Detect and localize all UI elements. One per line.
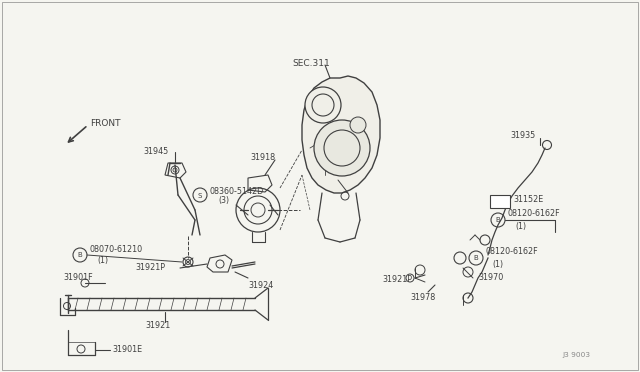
Text: 31935: 31935 xyxy=(510,131,535,140)
Text: 31978: 31978 xyxy=(410,294,435,302)
Text: 31921: 31921 xyxy=(145,321,170,330)
Text: 31921P: 31921P xyxy=(382,276,412,285)
Text: 08120-6162F: 08120-6162F xyxy=(485,247,538,257)
Circle shape xyxy=(350,117,366,133)
Text: B: B xyxy=(495,217,500,223)
Text: 31921P: 31921P xyxy=(135,263,165,273)
Text: 31924: 31924 xyxy=(248,280,273,289)
Circle shape xyxy=(305,87,341,123)
Text: FRONT: FRONT xyxy=(90,119,120,128)
Text: J3 9003: J3 9003 xyxy=(562,352,590,358)
Text: 31901E: 31901E xyxy=(112,344,142,353)
Text: 08120-6162F: 08120-6162F xyxy=(508,208,561,218)
Text: S: S xyxy=(198,193,202,199)
Bar xyxy=(316,148,338,176)
Text: 31901F: 31901F xyxy=(63,273,93,282)
Text: B: B xyxy=(77,252,83,258)
Text: B: B xyxy=(474,255,478,261)
Text: (3): (3) xyxy=(218,196,229,205)
Polygon shape xyxy=(490,195,510,208)
Text: 31945: 31945 xyxy=(143,147,168,155)
Text: (1): (1) xyxy=(515,221,526,231)
Text: (1): (1) xyxy=(492,260,503,269)
Text: SEC.311: SEC.311 xyxy=(292,58,330,67)
Text: 31918: 31918 xyxy=(250,153,275,161)
Text: 08360-5142D: 08360-5142D xyxy=(209,186,263,196)
Text: 31152E: 31152E xyxy=(513,196,543,205)
Circle shape xyxy=(314,120,370,176)
Polygon shape xyxy=(302,76,380,193)
Text: (1): (1) xyxy=(97,256,108,264)
Text: 08070-61210: 08070-61210 xyxy=(89,244,142,253)
Text: 31970: 31970 xyxy=(478,273,503,282)
